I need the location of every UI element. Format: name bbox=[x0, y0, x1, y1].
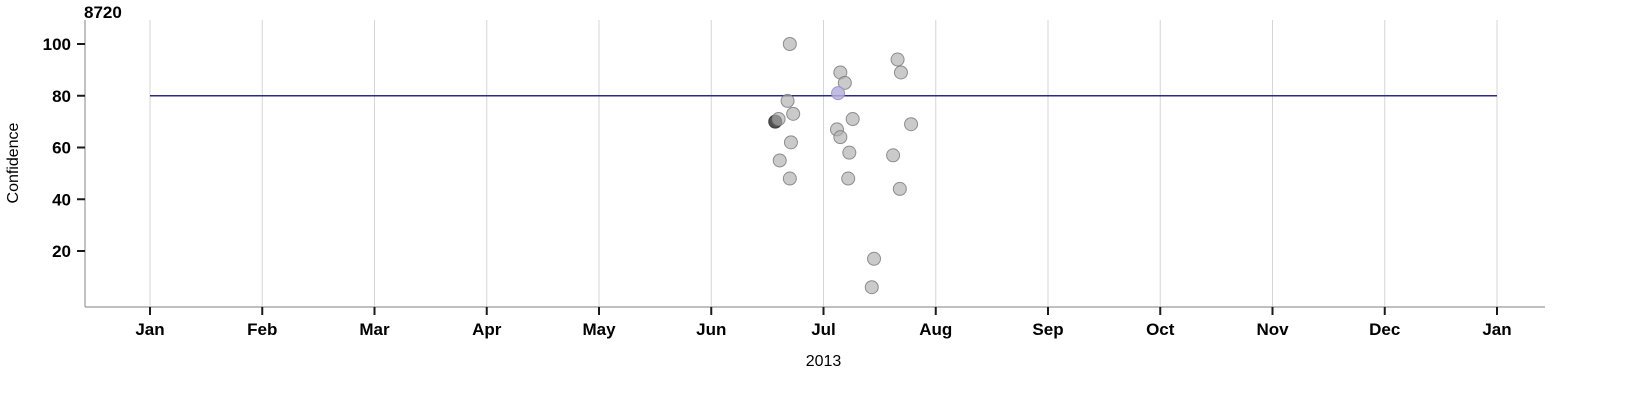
x-tick-label: Jul bbox=[811, 320, 836, 339]
x-tick-label: Feb bbox=[247, 320, 277, 339]
data-point bbox=[893, 65, 908, 80]
data-point bbox=[890, 52, 905, 67]
x-tick-label: Aug bbox=[919, 320, 952, 339]
data-point bbox=[867, 251, 882, 266]
x-tick-label: Dec bbox=[1369, 320, 1400, 339]
data-point bbox=[786, 106, 801, 121]
data-point bbox=[833, 130, 848, 145]
data-point bbox=[892, 181, 907, 196]
data-point bbox=[842, 145, 857, 160]
data-point bbox=[782, 171, 797, 186]
data-point bbox=[783, 135, 798, 150]
data-point bbox=[831, 86, 846, 101]
y-tick-label: 40 bbox=[52, 190, 71, 209]
y-tick-label: 80 bbox=[52, 87, 71, 106]
x-tick-label: Nov bbox=[1256, 320, 1289, 339]
data-point bbox=[780, 93, 795, 108]
x-tick-label: Jun bbox=[696, 320, 726, 339]
data-point bbox=[837, 75, 852, 90]
data-point bbox=[782, 37, 797, 51]
x-axis-title: 2013 bbox=[805, 353, 842, 370]
x-tick-label: Sep bbox=[1032, 320, 1063, 339]
x-tick-label: Mar bbox=[359, 320, 390, 339]
y-tick-label: 20 bbox=[52, 242, 71, 261]
x-tick-label: Jan bbox=[1482, 320, 1511, 339]
data-point bbox=[886, 148, 901, 163]
chart-title: 8720 bbox=[84, 3, 122, 22]
y-tick-label: 60 bbox=[52, 139, 71, 158]
y-tick-label: 100 bbox=[43, 35, 71, 54]
data-point bbox=[845, 112, 860, 127]
data-point bbox=[904, 117, 919, 132]
data-point bbox=[772, 153, 787, 168]
x-tick-label: Apr bbox=[472, 320, 502, 339]
x-tick-label: Oct bbox=[1146, 320, 1175, 339]
x-tick-label: May bbox=[582, 320, 616, 339]
data-point bbox=[771, 112, 786, 127]
x-tick-label: Jan bbox=[135, 320, 164, 339]
data-point bbox=[864, 280, 879, 295]
data-point bbox=[841, 171, 856, 186]
